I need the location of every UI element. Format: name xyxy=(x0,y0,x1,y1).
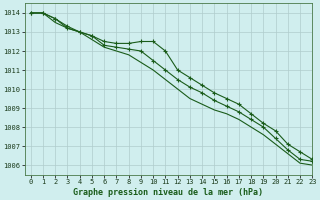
X-axis label: Graphe pression niveau de la mer (hPa): Graphe pression niveau de la mer (hPa) xyxy=(74,188,263,197)
